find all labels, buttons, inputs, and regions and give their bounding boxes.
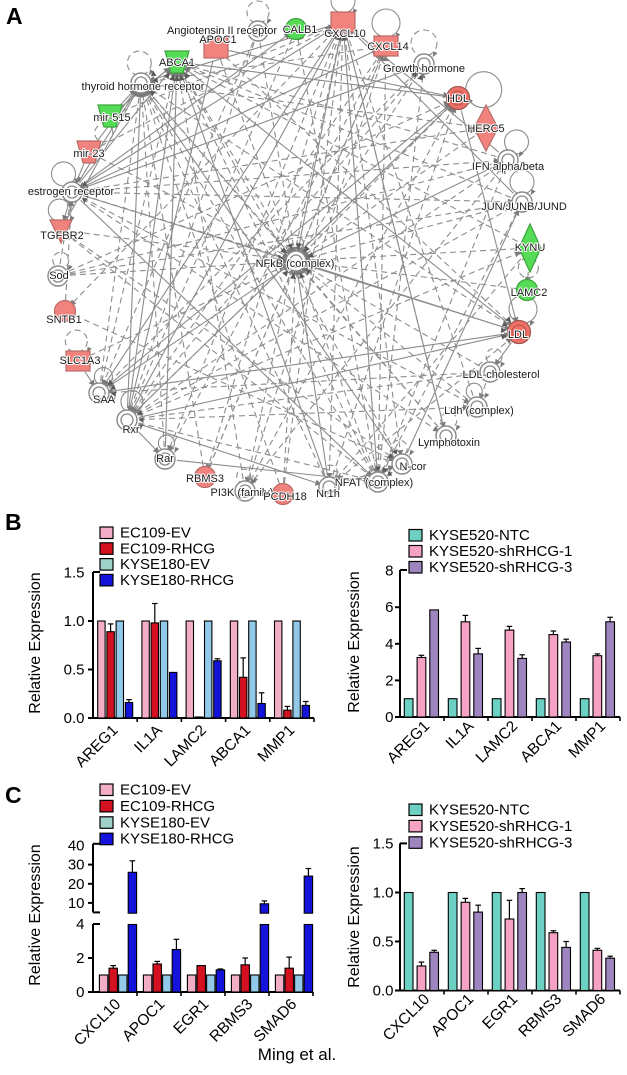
svg-text:8: 8 <box>385 563 393 580</box>
svg-text:NFkB (complex): NFkB (complex) <box>256 258 335 270</box>
svg-text:KYSE520-NTC: KYSE520-NTC <box>429 527 530 544</box>
svg-text:N-cor: N-cor <box>400 461 427 473</box>
svg-text:KYNU: KYNU <box>515 242 546 254</box>
svg-text:6: 6 <box>385 599 393 616</box>
svg-text:4: 4 <box>76 916 84 933</box>
svg-text:Growth hormone: Growth hormone <box>383 63 465 75</box>
svg-text:mir-515: mir-515 <box>93 112 130 124</box>
svg-text:30: 30 <box>68 857 85 874</box>
svg-text:B: B <box>5 509 22 535</box>
svg-text:Rxr: Rxr <box>122 424 139 436</box>
svg-text:Relative Expression: Relative Expression <box>27 572 44 713</box>
svg-text:Angiotensin II receptor: Angiotensin II receptor <box>167 25 277 37</box>
svg-text:KYSE520-shRHCG-3: KYSE520-shRHCG-3 <box>429 834 572 851</box>
svg-text:0: 0 <box>385 709 393 726</box>
svg-text:PI3K (family): PI3K (family) <box>211 487 274 499</box>
svg-text:LDL-cholesterol: LDL-cholesterol <box>462 369 539 381</box>
svg-text:2: 2 <box>76 950 84 967</box>
svg-text:CXCL14: CXCL14 <box>367 41 409 53</box>
svg-text:SNTB1: SNTB1 <box>46 314 81 326</box>
svg-text:KYSE180-RHCG: KYSE180-RHCG <box>120 831 234 848</box>
svg-text:KYSE520-shRHCG-3: KYSE520-shRHCG-3 <box>429 559 572 576</box>
svg-text:NFAT (complex): NFAT (complex) <box>335 477 413 489</box>
svg-text:4: 4 <box>385 636 393 653</box>
svg-text:2: 2 <box>385 672 393 689</box>
svg-text:KYSE520-shRHCG-1: KYSE520-shRHCG-1 <box>429 543 572 560</box>
svg-text:Ming et al.: Ming et al. <box>258 1045 336 1064</box>
svg-text:Nr1h: Nr1h <box>316 488 340 500</box>
svg-text:SLC1A3: SLC1A3 <box>60 355 101 367</box>
svg-text:CALB1: CALB1 <box>283 24 318 36</box>
svg-text:10: 10 <box>68 895 85 912</box>
svg-text:1.5: 1.5 <box>373 836 394 853</box>
svg-text:0: 0 <box>76 984 84 1001</box>
svg-text:KYSE520-shRHCG-1: KYSE520-shRHCG-1 <box>429 818 572 835</box>
svg-text:KYSE520-NTC: KYSE520-NTC <box>429 802 530 819</box>
svg-text:1.0: 1.0 <box>373 885 394 902</box>
svg-text:40: 40 <box>68 838 85 855</box>
svg-text:EC109-RHCG: EC109-RHCG <box>120 798 215 815</box>
svg-text:PCDH18: PCDH18 <box>263 491 306 503</box>
svg-text:EC109-EV: EC109-EV <box>120 525 191 542</box>
svg-text:C: C <box>5 782 22 808</box>
svg-text:20: 20 <box>68 876 85 893</box>
svg-text:Rar: Rar <box>156 453 174 465</box>
svg-text:0.0: 0.0 <box>373 983 394 1000</box>
svg-text:JUN/JUNB/JUND: JUN/JUNB/JUND <box>481 201 567 213</box>
svg-text:0.5: 0.5 <box>64 662 85 679</box>
svg-text:Relative Expression: Relative Expression <box>346 571 363 712</box>
svg-text:0.5: 0.5 <box>373 934 394 951</box>
svg-text:SAA: SAA <box>93 394 116 406</box>
svg-text:mir-23: mir-23 <box>73 148 104 160</box>
svg-text:Sod: Sod <box>49 270 69 282</box>
svg-text:HERC5: HERC5 <box>467 123 504 135</box>
svg-text:A: A <box>6 3 23 29</box>
svg-text:TGFBR2: TGFBR2 <box>40 230 83 242</box>
svg-text:Relative Expression: Relative Expression <box>346 846 363 987</box>
svg-text:1.0: 1.0 <box>64 613 85 630</box>
svg-text:RBMS3: RBMS3 <box>186 473 224 485</box>
svg-text:estrogen receptor: estrogen receptor <box>28 186 115 198</box>
svg-text:EC109-EV: EC109-EV <box>120 782 191 799</box>
svg-text:KYSE180-EV: KYSE180-EV <box>120 814 210 831</box>
svg-text:APOC1: APOC1 <box>199 34 236 46</box>
svg-text:IFN alpha/beta: IFN alpha/beta <box>472 161 545 173</box>
svg-text:KYSE180-EV: KYSE180-EV <box>120 556 210 573</box>
svg-text:0.0: 0.0 <box>64 710 85 727</box>
svg-text:LDL: LDL <box>508 329 528 341</box>
svg-text:Relative Expression: Relative Expression <box>27 844 44 985</box>
svg-text:1.5: 1.5 <box>64 565 85 582</box>
svg-text:Lymphotoxin: Lymphotoxin <box>418 437 480 449</box>
svg-text:CXCL10: CXCL10 <box>324 28 366 40</box>
svg-text:thyroid hormone receptor: thyroid hormone receptor <box>82 81 205 93</box>
svg-text:LAMC2: LAMC2 <box>511 287 548 299</box>
svg-text:EC109-RHCG: EC109-RHCG <box>120 540 215 557</box>
svg-text:KYSE180-RHCG: KYSE180-RHCG <box>120 572 234 589</box>
svg-text:Ldh (complex): Ldh (complex) <box>444 405 514 417</box>
svg-text:ABCA1: ABCA1 <box>159 57 195 69</box>
svg-text:HDL: HDL <box>447 93 469 105</box>
